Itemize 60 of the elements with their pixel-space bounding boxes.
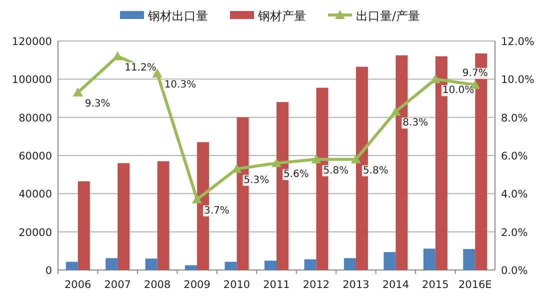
y-tick-label: 20000 bbox=[18, 226, 52, 239]
data-label: 5.8% bbox=[323, 165, 349, 176]
y2-tick-label: 0.0% bbox=[501, 265, 528, 277]
point bbox=[390, 106, 401, 116]
data-label: 10.3% bbox=[164, 79, 196, 90]
bar bbox=[118, 163, 130, 270]
bar bbox=[66, 262, 78, 270]
y2-tick-label: 2.0% bbox=[501, 226, 528, 239]
point bbox=[112, 51, 123, 60]
x-tick-label: 2006 bbox=[64, 279, 92, 291]
point bbox=[192, 194, 202, 204]
bar bbox=[344, 258, 356, 270]
y-tick-label: 40000 bbox=[18, 188, 52, 201]
data-label: 5.3% bbox=[244, 174, 270, 186]
bar bbox=[106, 258, 118, 270]
bar bbox=[384, 252, 396, 270]
x-tick-label: 2012 bbox=[302, 279, 330, 291]
point bbox=[272, 158, 282, 168]
bar bbox=[78, 181, 90, 270]
data-label: 10.0% bbox=[442, 85, 474, 96]
bar bbox=[185, 265, 198, 270]
y2-tick-label: 8.0% bbox=[501, 112, 528, 124]
x-tick-label: 2009 bbox=[184, 279, 210, 291]
y-tick-label: 80000 bbox=[18, 112, 52, 124]
x-tick-label: 2014 bbox=[382, 279, 410, 291]
x-tick-label: 2007 bbox=[104, 279, 131, 291]
data-label: 8.3% bbox=[402, 118, 428, 129]
bar bbox=[463, 249, 476, 270]
data-label: 9.3% bbox=[84, 98, 110, 110]
bar bbox=[157, 161, 170, 270]
y-tick-label: 100000 bbox=[12, 74, 52, 86]
x-tick-label: 2013 bbox=[342, 279, 370, 291]
data-label: 5.8% bbox=[362, 165, 388, 176]
x-tick-label: 2010 bbox=[223, 279, 250, 291]
y2-tick-label: 12.0% bbox=[501, 36, 534, 48]
legend-label: 出口量/产量 bbox=[356, 9, 420, 23]
x-tick-label: 2016E bbox=[458, 279, 492, 291]
y-tick-label: 0 bbox=[45, 265, 52, 277]
data-label: 9.7% bbox=[462, 68, 488, 79]
x-tick-label: 2011 bbox=[263, 279, 290, 291]
y-tick-label: 120000 bbox=[12, 36, 52, 48]
point bbox=[72, 88, 83, 97]
y2-tick-label: 4.0% bbox=[501, 188, 528, 201]
point bbox=[311, 154, 322, 164]
data-label: 3.7% bbox=[204, 205, 230, 216]
y2-tick-label: 10.0% bbox=[501, 74, 534, 86]
data-label: 11.2% bbox=[124, 62, 156, 74]
x-tick-label: 2008 bbox=[144, 279, 171, 291]
y-tick-label: 60000 bbox=[18, 150, 52, 162]
legend-label: 钢材出口量 bbox=[147, 9, 208, 23]
x-tick-label: 2015 bbox=[422, 279, 449, 291]
bar bbox=[304, 259, 316, 270]
data-label: 5.6% bbox=[284, 169, 309, 180]
bar bbox=[423, 248, 436, 270]
point bbox=[350, 154, 361, 164]
y2-tick-label: 6.0% bbox=[501, 150, 528, 162]
legend-label: 钢材产量 bbox=[257, 9, 306, 23]
bar bbox=[145, 258, 158, 270]
bar bbox=[264, 260, 276, 270]
bar bbox=[224, 262, 237, 270]
